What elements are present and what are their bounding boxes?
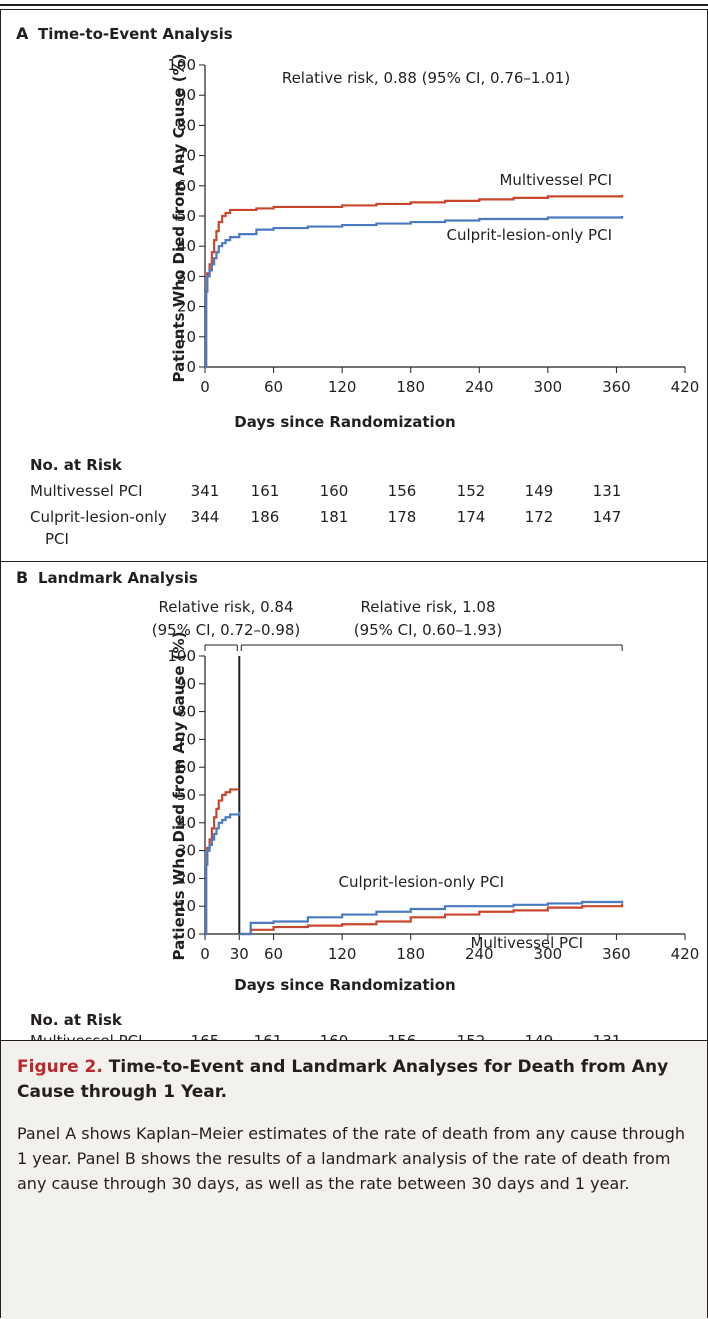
figure-caption: Figure 2. Time-to-Event and Landmark Ana… [1,1040,707,1319]
panel-a-series-multivessel-line [205,194,624,369]
figure-plots: A Time-to-Event Analysis Relative risk, … [16,24,700,1040]
panel-a-risk-value: 186 [251,508,280,526]
panel-a-y-axis-title: Patients Who Died from Any Cause (%) [170,54,188,383]
panel-b-y-tick-label: 70 [177,730,196,748]
panel-a-annotation: Relative risk, 0.88 (95% CI, 0.76–1.01) [282,69,570,87]
panel-b-risk-value: 149 [525,1032,554,1040]
panel-a-risk-value: 172 [525,508,554,526]
panel-a-risk-value: 131 [593,482,622,500]
panel-b-x-tick-label: 300 [534,945,563,963]
panel-b-risk-value: 152 [457,1032,486,1040]
caption-figure-label: Figure 2. [17,1057,103,1077]
panel-b-y-tick-label: 90 [177,675,196,693]
panel-b-label-multivessel: Multivessel PCI [470,934,583,952]
panel-a-risk-label-multivessel: Multivessel PCI [30,482,143,500]
panel-a-y-tick-label: 0 [186,358,196,376]
panel-b-x-tick-label: 120 [328,945,357,963]
panel-b-y-tick-label: 10 [177,897,196,915]
top-rule [0,4,708,6]
panel-a-y-tick-label: 40 [177,237,196,255]
caption-title-block: Figure 2. Time-to-Event and Landmark Ana… [17,1055,697,1105]
panel-b-risk-value: 165 [191,1032,220,1040]
panel-b-risk-value: 156 [388,1032,417,1040]
panel-a-x-tick-label: 360 [602,378,631,396]
panel-a-y-tick-label: 70 [177,147,196,165]
panel-a-y-tick-label: 80 [177,116,196,134]
panel-b-x-tick-label: 240 [465,945,494,963]
panel-b-label-culprit: Culprit-lesion-only PCI [339,873,505,891]
panel-a-risk-value: 174 [457,508,486,526]
panel-b-series-culprit-line [205,811,624,936]
panel-a-y-tick-label: 90 [177,86,196,104]
panel-a-risk-value: 178 [388,508,417,526]
panel-a-x-tick-label: 180 [396,378,425,396]
panel-b-risk-label-multivessel: Multivessel PCI [30,1032,143,1040]
panel-a-risk-value: 152 [457,482,486,500]
panel-b-x-tick-label: 420 [671,945,700,963]
panel-b-x-tick-label: 30 [230,945,249,963]
panel-b-risk-value: 161 [254,1032,283,1040]
panel-a-title: Time-to-Event Analysis [38,25,233,43]
panel-b-risk-value: 131 [593,1032,622,1040]
panel-b-x-tick-label: 360 [602,945,631,963]
panel-a-series-culprit-line [205,216,624,369]
panel-a-risk-heading: No. at Risk [30,456,123,474]
panel-b-x-tick-label: 180 [396,945,425,963]
panel-a-risk-label-culprit-cont: PCI [45,530,69,548]
panel-a-x-tick-label: 300 [534,378,563,396]
panel-b-y-tick-label: 100 [167,647,196,665]
panel-a-risk-value: 344 [191,508,220,526]
panel-a-x-tick-label: 240 [465,378,494,396]
panel-a-x-axis-title: Days since Randomization [234,413,455,431]
caption-body: Panel A shows Kaplan–Meier estimates of … [17,1124,685,1193]
panel-b-annotation-right-line2: (95% CI, 0.60–1.93) [354,621,503,639]
panel-a-risk-value: 147 [593,508,622,526]
panel-b-y-tick-label: 50 [177,786,196,804]
panel-a-x-tick-label: 420 [671,378,700,396]
panel-a-risk-value: 156 [388,482,417,500]
panel-b-annotation-left-line1: Relative risk, 0.84 [158,598,293,616]
panel-a-y-tick-label: 10 [177,328,196,346]
panel-b-y-tick-label: 20 [177,869,196,887]
panel-a-risk-value: 161 [251,482,280,500]
panel-a-x-tick-label: 0 [200,378,210,396]
panel-b-y-tick-label: 0 [186,925,196,943]
panel-a-y-tick-label: 50 [177,207,196,225]
panel-b-x-axis-title: Days since Randomization [234,976,455,994]
panel-b-title: Landmark Analysis [38,569,198,587]
panel-a-label-culprit: Culprit-lesion-only PCI [447,226,613,244]
panel-a-y-tick-label: 20 [177,298,196,316]
panel-a-y-tick-label: 100 [167,56,196,74]
panel-b-y-tick-label: 40 [177,814,196,832]
panel-a-y-tick-label: 30 [177,267,196,285]
caption-title: Time-to-Event and Landmark Analyses for … [17,1057,669,1102]
panel-b-y-tick-label: 30 [177,842,196,860]
panel-a-risk-value: 341 [191,482,220,500]
panel-b-annotation-left-line2: (95% CI, 0.72–0.98) [152,621,301,639]
panel-b-series-multivessel-line [205,788,624,936]
panel-b-x-tick-label: 60 [264,945,283,963]
panel-b-y-tick-label: 60 [177,758,196,776]
panel-a-risk-value: 160 [320,482,349,500]
panel-a-y-tick-label: 60 [177,177,196,195]
panel-a-risk-value: 149 [525,482,554,500]
panel-b-y-axis-title: Patients Who Died from Any Cause (%) [170,632,188,961]
panel-b-risk-value: 160 [320,1032,349,1040]
frame-left-border [0,9,1,1318]
top-rule-thin [0,9,708,10]
panel-b-x-tick-label: 0 [200,945,210,963]
panel-a-x-tick-label: 120 [328,378,357,396]
panel-b-annotation-right-line1: Relative risk, 1.08 [360,598,495,616]
panel-a-label-multivessel: Multivessel PCI [499,171,612,189]
panel-separator [0,561,708,562]
panel-b-y-tick-label: 80 [177,703,196,721]
panel-a-letter: A [16,24,29,43]
panel-a-x-tick-label: 60 [264,378,283,396]
panel-a-risk-label-culprit: Culprit-lesion-only [30,508,167,526]
panel-b-letter: B [16,568,28,587]
panel-b-risk-heading: No. at Risk [30,1011,123,1029]
panel-a-risk-value: 181 [320,508,349,526]
